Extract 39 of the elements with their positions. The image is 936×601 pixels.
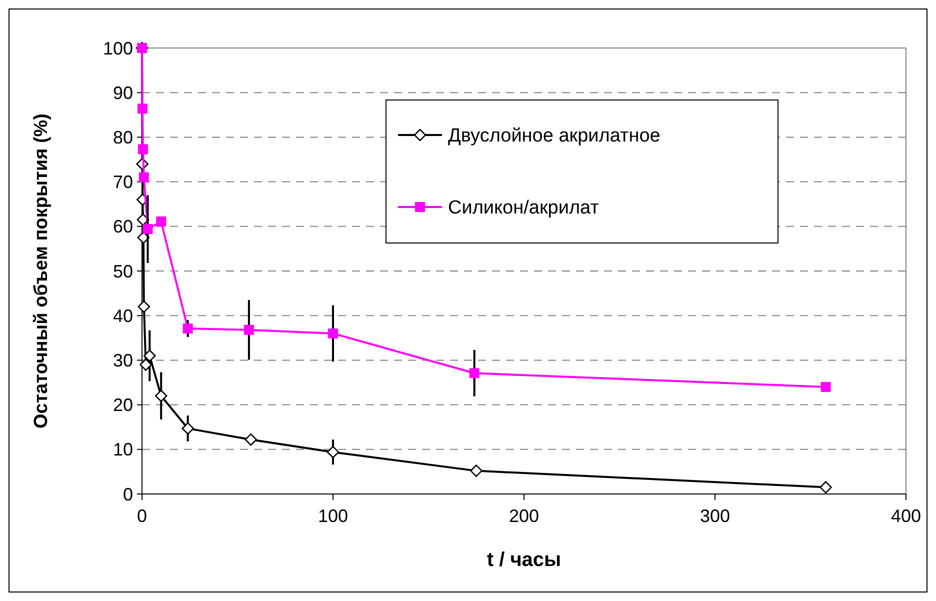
point — [470, 464, 482, 477]
point — [820, 382, 831, 392]
point — [182, 324, 193, 334]
y-tick-label: 80 — [112, 128, 133, 148]
point — [154, 390, 168, 402]
x-axis-title: t / часы — [486, 549, 562, 571]
point — [156, 216, 166, 226]
point — [182, 422, 194, 435]
y-tick-label: 10 — [112, 440, 133, 460]
point — [244, 433, 258, 446]
y-tick-label: 90 — [112, 82, 133, 103]
point — [143, 350, 156, 362]
x-tick-label: 400 — [890, 506, 922, 526]
point — [469, 368, 480, 378]
point — [140, 358, 152, 371]
legend-label: Двуслойное акрилатное — [448, 126, 660, 147]
x-tick-label: 100 — [318, 506, 348, 526]
x-tick-label: 200 — [508, 506, 540, 526]
point — [142, 224, 153, 234]
x-tick-label: 0 — [136, 506, 148, 526]
point — [820, 481, 832, 494]
y-tick-label: 40 — [112, 306, 133, 326]
point — [137, 104, 148, 114]
y-tick-label: 0 — [122, 484, 133, 504]
point — [138, 300, 150, 313]
y-tick-label: 60 — [112, 216, 133, 237]
y-tick-label: 30 — [112, 350, 133, 370]
y-tick-label: 20 — [112, 395, 133, 416]
y-tick-label: 50 — [112, 261, 133, 282]
y-tick-label: 100 — [102, 38, 133, 58]
point — [328, 328, 338, 338]
point — [138, 144, 148, 154]
legend-label: Силикон/акрилат — [448, 198, 600, 219]
point — [244, 324, 254, 335]
point — [138, 172, 149, 182]
x-tick-label: 300 — [700, 506, 730, 526]
point — [326, 446, 340, 458]
y-axis-title: Остаточный объем покрытия (%) — [31, 113, 52, 429]
y-tick-label: 70 — [112, 172, 133, 192]
